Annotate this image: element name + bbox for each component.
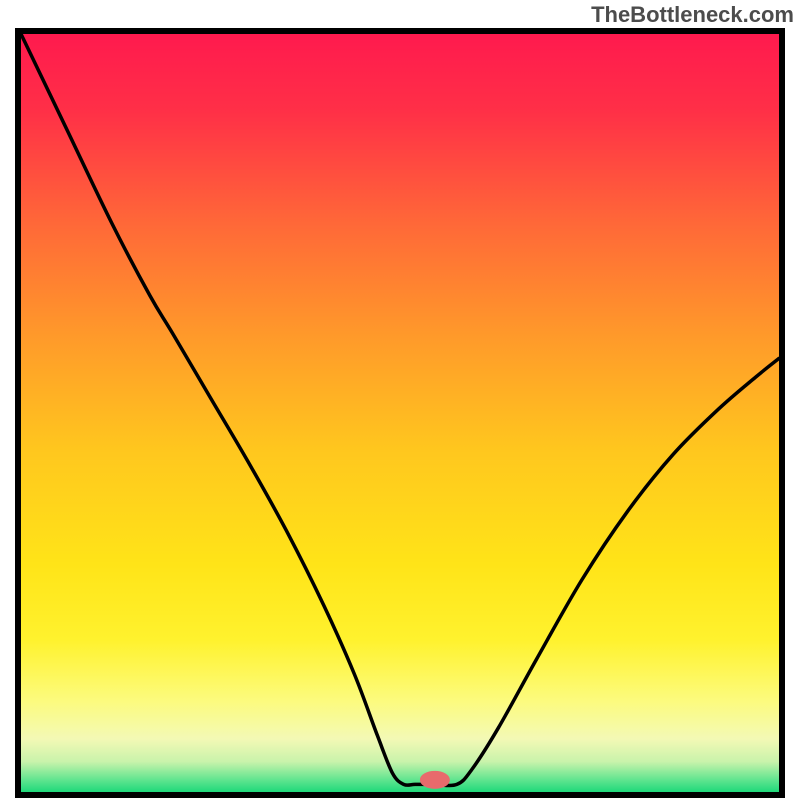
chart-container [15, 28, 785, 798]
watermark-label: TheBottleneck.com [591, 0, 800, 28]
chart-background [21, 34, 779, 792]
chart-svg [21, 34, 779, 792]
bottleneck-marker [420, 771, 450, 789]
